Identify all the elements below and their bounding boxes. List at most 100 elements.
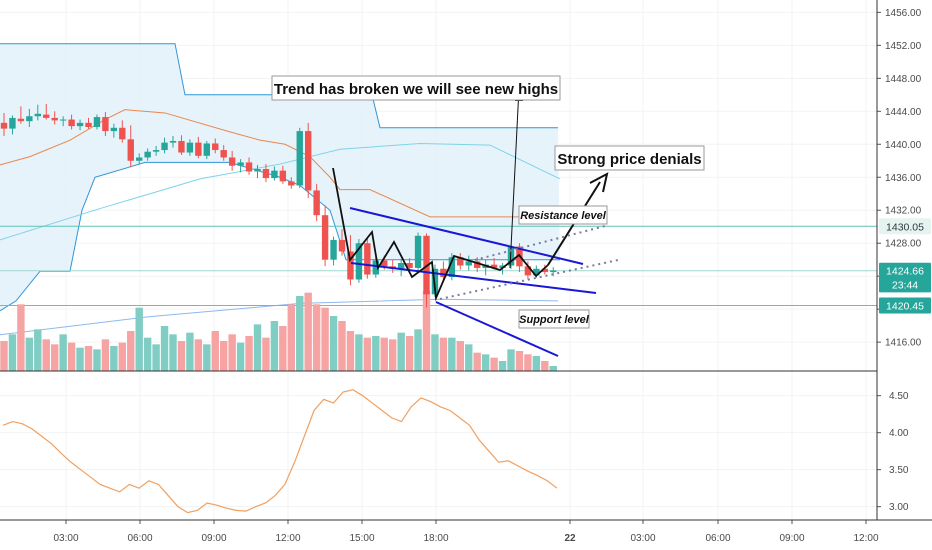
trend-annotation: Trend has broken we will see new highs xyxy=(271,75,561,101)
price-tick-label: 1432.00 xyxy=(885,206,922,217)
price-badge-label: 23:44 xyxy=(892,279,918,291)
volume-bar xyxy=(160,326,169,371)
time-tick-label: 09:00 xyxy=(779,533,804,544)
volume-bar xyxy=(304,292,312,371)
resistance-annotation: Resistance level xyxy=(518,205,608,225)
indicator-tick-label: 4.00 xyxy=(889,428,909,439)
candle-body xyxy=(533,268,540,276)
volume-bar xyxy=(532,356,541,371)
candle-body xyxy=(169,140,177,143)
volume-bar xyxy=(465,344,473,371)
volume-bar xyxy=(490,357,498,371)
volume-bar xyxy=(405,336,414,371)
volume-bars xyxy=(0,291,557,371)
volume-bar xyxy=(363,337,372,371)
volume-bar xyxy=(59,334,67,371)
time-tick-label: 03:00 xyxy=(53,533,78,544)
volume-bar xyxy=(245,336,253,371)
candle-body xyxy=(228,157,236,166)
candle-body xyxy=(490,264,498,268)
channel-upper xyxy=(349,207,584,265)
candle-body xyxy=(448,257,456,278)
volume-bar xyxy=(135,307,143,371)
time-tick-label: 15:00 xyxy=(349,533,374,544)
volume-bar xyxy=(110,346,118,371)
volume-bar xyxy=(152,344,160,371)
price-tick-label: 1436.00 xyxy=(885,173,922,184)
candle-body xyxy=(245,162,253,172)
price-tick-label: 1428.00 xyxy=(885,239,922,250)
volume-bar xyxy=(279,326,287,371)
volume-bar xyxy=(0,341,8,371)
trend-annotation-text: Trend has broken we will see new highs xyxy=(274,81,558,98)
candle-body xyxy=(254,169,261,172)
candle-body xyxy=(364,243,371,275)
price-tick-label: 1444.00 xyxy=(885,107,922,118)
volume-bar xyxy=(372,336,380,371)
candle-body xyxy=(152,150,160,152)
candle-body xyxy=(313,190,320,216)
candle-body xyxy=(0,122,8,129)
candle-body xyxy=(347,251,354,280)
indicator-pane xyxy=(2,389,558,514)
channel-lower xyxy=(435,301,559,357)
candle-body xyxy=(465,261,472,266)
time-tick-label: 22 xyxy=(564,533,576,544)
candle-body xyxy=(212,143,219,151)
denials-annotation-text: Strong price denials xyxy=(557,151,701,168)
volume-bar xyxy=(186,332,194,371)
candle-body xyxy=(296,131,303,186)
candle-body xyxy=(457,257,464,266)
candle-body xyxy=(59,119,67,121)
volume-bar xyxy=(346,331,355,371)
channel-middle xyxy=(350,262,597,294)
indicator-tick-label: 4.50 xyxy=(889,391,909,402)
candle-body xyxy=(34,113,41,117)
volume-bar xyxy=(228,334,236,371)
candle-body xyxy=(26,116,33,122)
candle-body xyxy=(161,142,168,151)
volume-bar xyxy=(101,339,110,371)
volume-bar xyxy=(515,351,524,371)
time-tick-label: 12:00 xyxy=(275,533,300,544)
candle-body xyxy=(9,117,16,129)
candle-body xyxy=(102,117,109,132)
volume-bar xyxy=(448,337,456,371)
volume-bar xyxy=(93,349,101,371)
volume-bar xyxy=(329,316,338,371)
price-tick-label: 1440.00 xyxy=(885,140,922,151)
volume-bar xyxy=(481,354,490,371)
volume-bar xyxy=(127,331,135,371)
price-badge xyxy=(879,297,931,314)
candle-body xyxy=(127,139,134,161)
indicator-tick-label: 3.00 xyxy=(889,502,909,513)
candle-body xyxy=(330,239,337,260)
indicator-line xyxy=(2,389,558,514)
volume-bar xyxy=(312,304,321,371)
volume-bar xyxy=(203,344,211,371)
horizontal-levels xyxy=(0,225,877,306)
candle-body xyxy=(68,119,75,127)
volume-bar xyxy=(507,349,515,371)
volume-bar xyxy=(431,334,439,371)
candle-body xyxy=(271,170,278,179)
price-badge xyxy=(879,218,931,235)
candle-body xyxy=(372,260,379,275)
volume-bar xyxy=(211,331,219,371)
volume-bar xyxy=(143,337,152,371)
time-tick-label: 18:00 xyxy=(423,533,448,544)
price-tick-label: 1456.00 xyxy=(885,8,922,19)
volume-bar xyxy=(439,337,448,371)
candle-body xyxy=(110,127,118,132)
denial-arrowhead xyxy=(589,172,609,193)
candle-body xyxy=(279,170,287,182)
candle-body xyxy=(550,270,557,273)
volume-bar xyxy=(253,324,262,371)
time-tick-label: 06:00 xyxy=(127,533,152,544)
candle-body xyxy=(338,239,346,252)
volume-bar xyxy=(414,329,422,371)
price-tick-label: 1416.00 xyxy=(885,338,922,349)
volume-bar xyxy=(270,321,279,371)
candle-body xyxy=(321,215,329,260)
